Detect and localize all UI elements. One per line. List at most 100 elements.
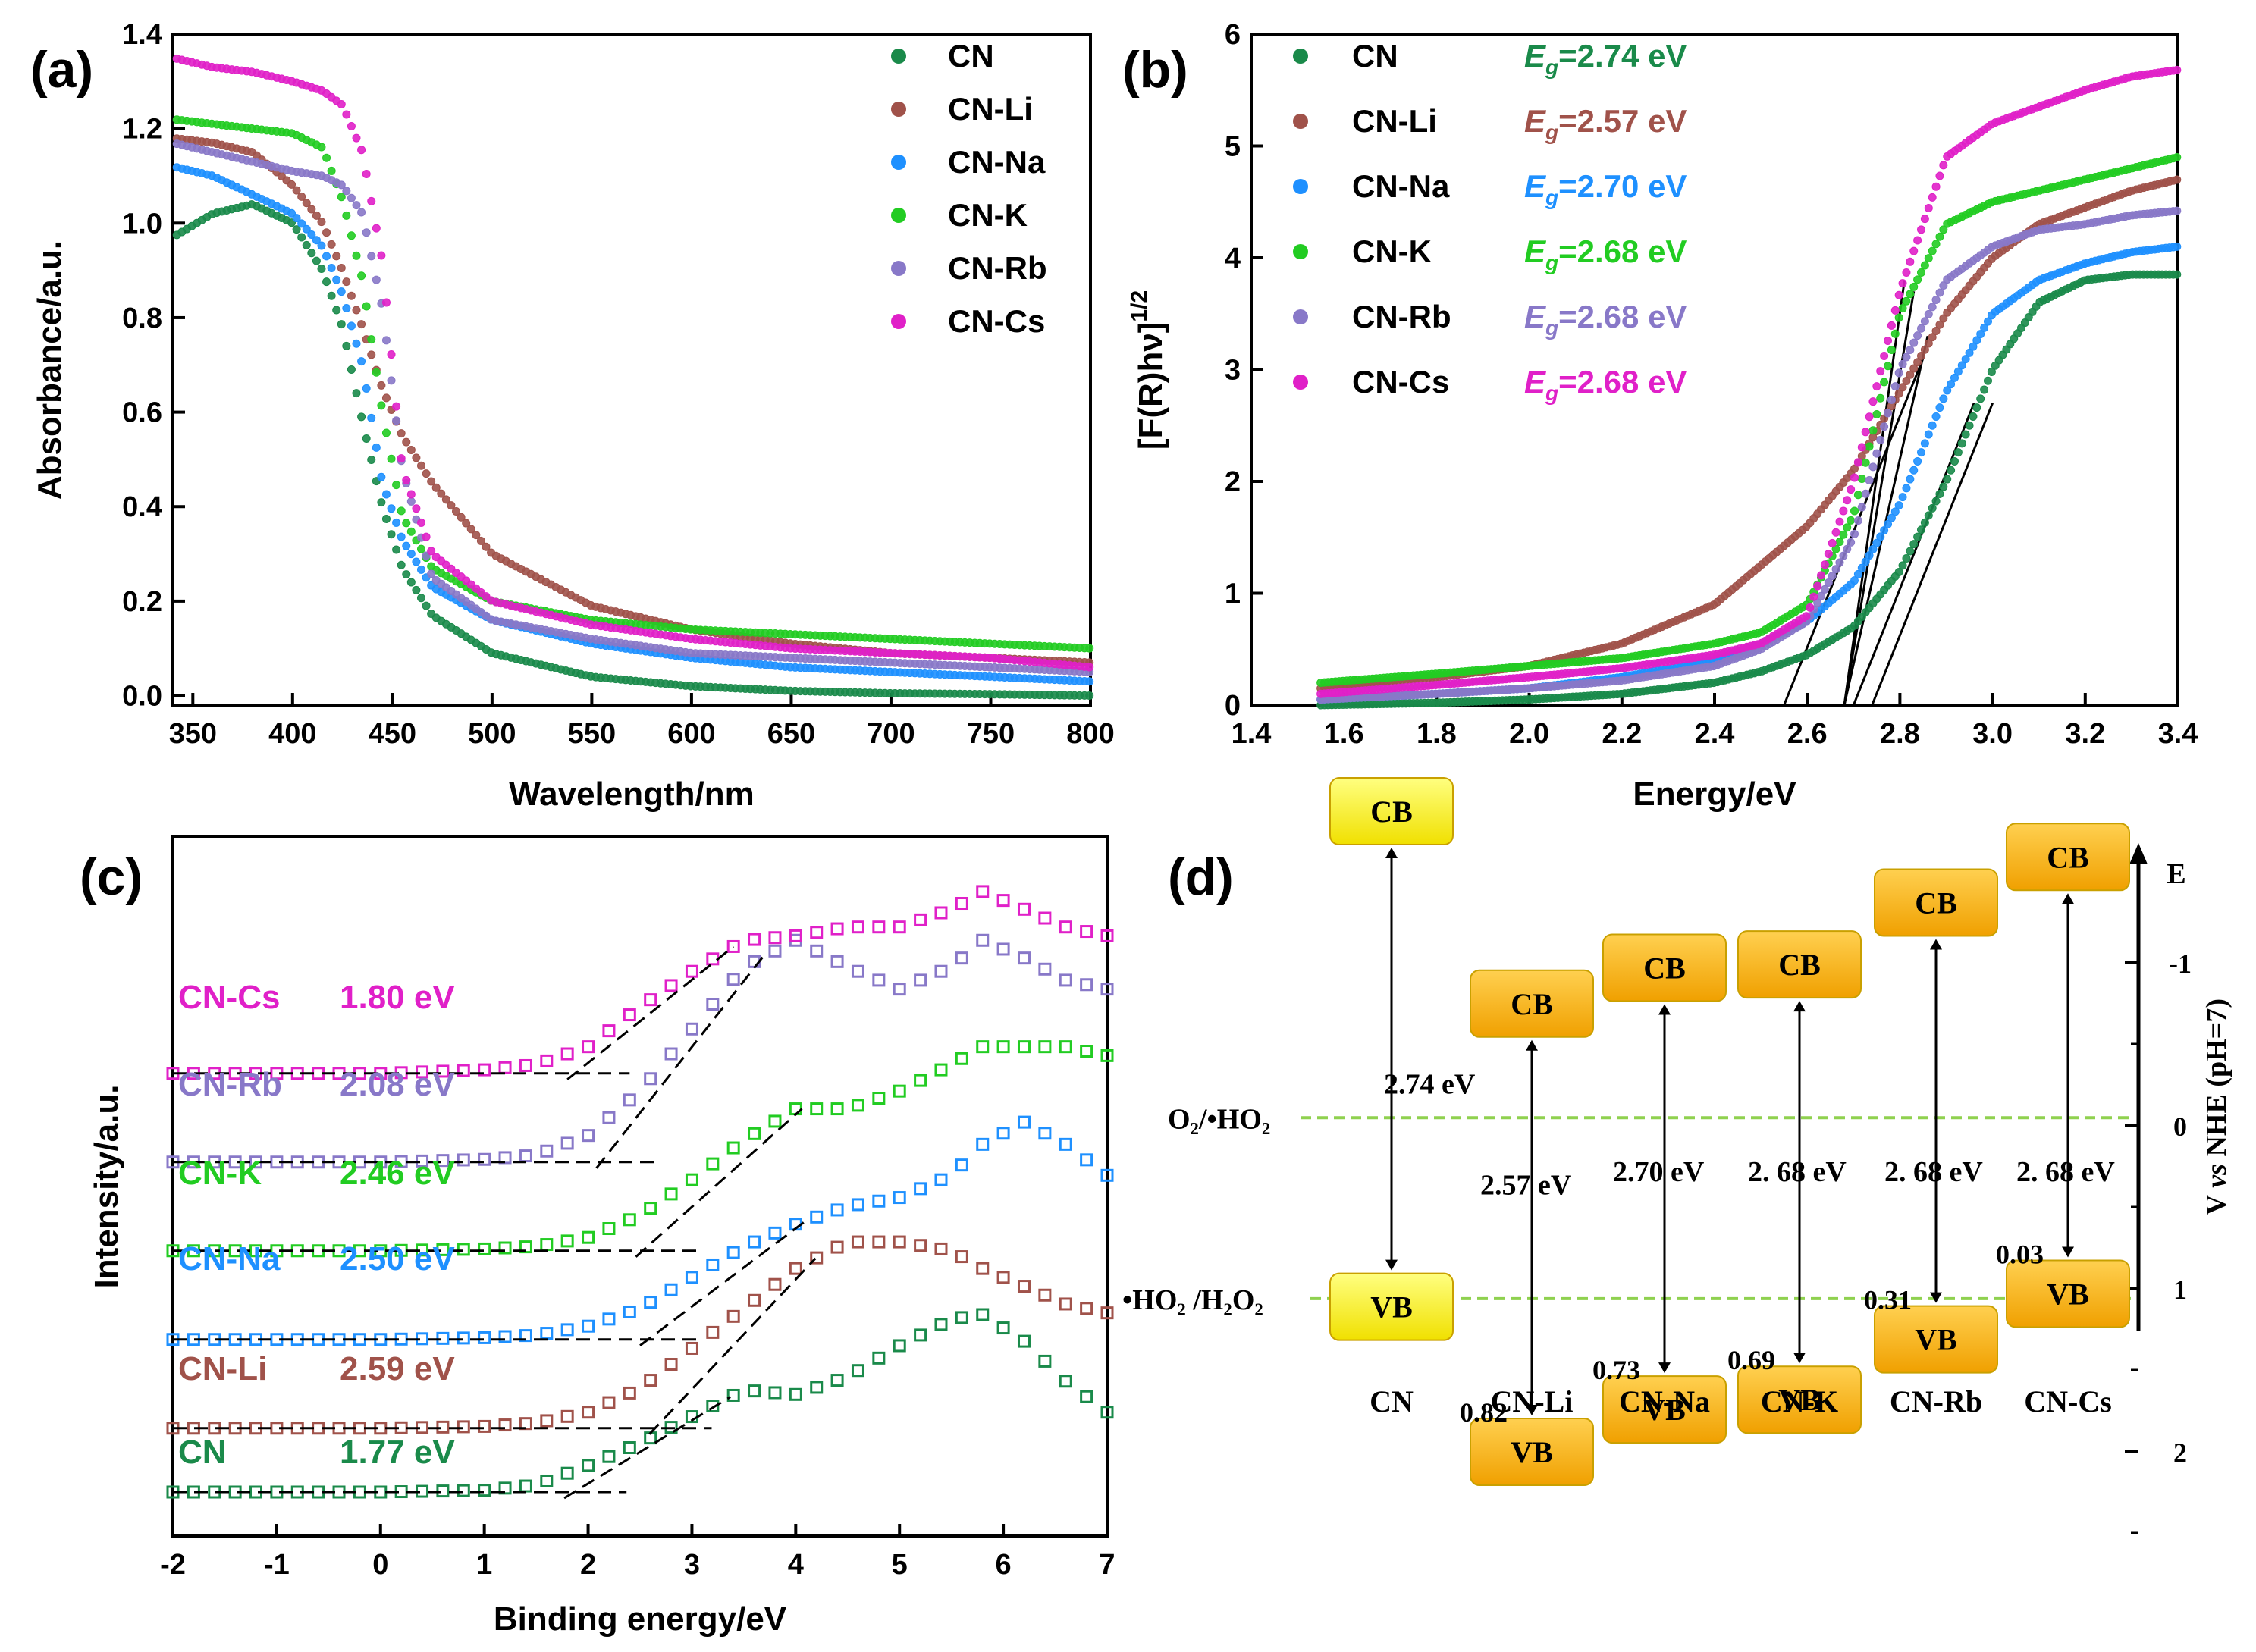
chart-b-point [2173,175,2182,184]
chart-b-point [1980,323,1989,332]
chart-b-point [1824,578,1833,587]
chart-a-point [406,497,416,506]
chart-b-point [1828,538,1837,547]
chart-c-point [664,1358,678,1371]
chart-c-point [851,920,864,934]
chart-b-point [1906,547,1915,556]
chart-b-point [1850,576,1859,585]
chart-b-point [1809,592,1818,601]
chart-a-point [392,402,401,411]
chart-b-xtick-label: 3.4 [2158,718,2198,750]
chart-c-point [851,1364,864,1378]
chart-a-point [372,443,381,452]
chart-b-legend-eg: Eg=2.74 eV [1524,38,1687,79]
chart-b-ytick-label: 5 [1225,131,1241,163]
chart-c-point [540,1474,554,1487]
chart-b-legend-label: CN-Cs [1352,364,1449,400]
chart-c-point [623,1386,636,1400]
chart-b-point [1894,389,1903,398]
chart-c-point [1038,1288,1052,1302]
chart-c-point [332,1333,346,1346]
chart-c-point [540,1054,554,1067]
chart-c-point [1017,951,1031,965]
chart-a-point [402,570,411,579]
chart-a-point [377,472,386,481]
chart-c-xtick-label: 0 [372,1549,388,1581]
chart-c-point [996,1321,1010,1335]
chart-a-point [387,530,396,539]
chart-c-point [560,1234,574,1248]
h2o2-redox-label: •HO₂ /H₂O₂ [1122,1284,1263,1316]
chart-c-point [602,1312,616,1326]
chart-c-edge-fit [563,1396,731,1500]
chart-a-point [381,393,391,403]
chart-b-point [1906,290,1915,299]
chart-a-legend-label: CN-K [948,197,1028,233]
chart-b-point [1876,367,1885,376]
chart-c-point [748,1235,761,1249]
chart-c-point [726,1141,740,1155]
chart-b-point [1931,412,1941,421]
chart-a-ytick-label: 0.2 [122,586,162,618]
vb-value: 0.31 [1864,1285,1912,1315]
chart-a-point [342,187,351,196]
chart-c-point [976,1137,990,1151]
chart-a-point [342,110,351,119]
chart-a-point [317,218,326,227]
chart-c-point [830,1240,844,1254]
chart-b-point [1913,456,1922,466]
chart-a-point [387,376,396,385]
chart-b-point [1957,439,1966,448]
band-cn: CB VB 2.74 eV CN [1329,777,1476,1418]
chart-a-point [327,264,336,273]
chart-b-point [1920,518,1929,527]
chart-a-point [297,192,306,201]
chart-a-point [482,542,491,551]
chart-a-ytick-label: 1.4 [122,19,162,51]
chart-c-point [540,1238,554,1252]
chart-c-point [976,1040,990,1054]
chart-c-point [810,1381,824,1394]
chart-a-point [1085,644,1094,653]
chart-c-point [1080,978,1093,992]
chart-c-point [810,926,824,939]
chart-b-point [1894,290,1903,299]
chart-c-point [582,1230,595,1244]
chart-b-xtick-label: 2.0 [1509,718,1549,750]
chart-b-point [1865,442,1874,451]
chart-a-point [472,531,481,540]
chart-c-label-name: CN-Cs [178,979,280,1016]
chart-b-point [1839,551,1848,560]
chart-b-point [1935,403,1944,412]
chart-c-point [996,1127,1010,1140]
chart-b-point [1843,523,1852,532]
chart-c-point [332,1485,346,1499]
chart-a-point [347,193,356,202]
chart-b-point [1924,309,1933,318]
panel-label-b: (b) [1122,41,1188,99]
chart-c-point [602,1396,616,1409]
chart-b-xtick-label: 3.2 [2065,718,2105,750]
chart-b-point [1853,516,1862,525]
chart-a-legend-label: CN-Na [948,144,1046,180]
chart-b-point [1917,225,1926,234]
chart-c-xlabel: Binding energy/eV [494,1600,787,1638]
chart-b-point [1917,324,1926,333]
chart-a-ytick-label: 0.6 [122,397,162,429]
chart-c-point [560,1136,574,1150]
chart-c-point [830,1374,844,1387]
chart-b-xtick-label: 1.4 [1232,718,1272,750]
chart-c-label-name: CN-K [178,1155,262,1192]
chart-c-point [560,1047,574,1061]
chart-a-point [347,122,356,131]
chart-c-point [457,1331,470,1345]
chart-b-point [1957,361,1966,370]
gap-arrow-head [2062,893,2074,904]
chart-b-ytick-label: 0 [1225,690,1241,722]
chart-b-legend-marker [1293,114,1308,129]
chart-c-point [934,1063,948,1077]
chart-b-point [1898,359,1907,368]
chart-b-point [1831,565,1840,574]
chart-c-point [976,1262,990,1275]
chart-c-point [748,933,761,946]
